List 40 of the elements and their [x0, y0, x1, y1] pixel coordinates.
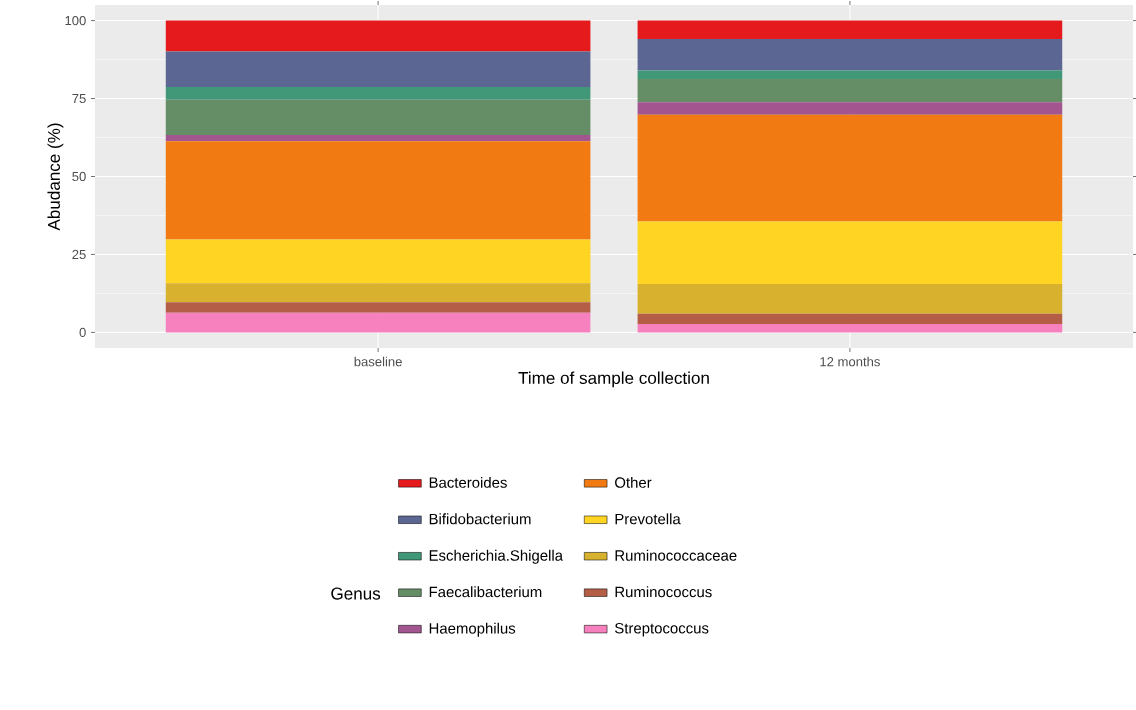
y-axis-title: Abudance (%) [47, 123, 64, 231]
bar [637, 78, 1063, 103]
y-tick-label: 75 [72, 93, 86, 104]
legend-title: Genus [331, 587, 381, 600]
bar [165, 141, 591, 240]
bar [165, 87, 591, 100]
legend-label: Ruminococcaceae [615, 549, 737, 561]
legend-label: Escherichia.Shigella [429, 549, 563, 564]
legend-label: Bifidobacterium [429, 513, 531, 525]
x-axis-title: Time of sample collection [518, 371, 709, 388]
legend-label: Streptococcus [614, 622, 709, 637]
legend-label: Other [615, 476, 652, 488]
bar [165, 312, 591, 333]
bar [165, 20, 591, 52]
bar [165, 302, 591, 313]
legend-label: Prevotella [615, 513, 681, 525]
y-tick-label: 25 [72, 249, 86, 260]
legend-label: Faecalibacterium [429, 586, 542, 598]
legend-label: Ruminococcus [615, 586, 712, 598]
y-tick-label: 0 [79, 327, 86, 338]
bar [637, 323, 1063, 333]
bar [165, 283, 591, 303]
bar [165, 51, 591, 87]
bar [165, 135, 591, 142]
legend-label: Haemophilus [429, 622, 516, 637]
x-tick-label: 12 months [820, 356, 880, 367]
y-tick-label: 100 [65, 15, 86, 26]
y-tick-label: 50 [72, 171, 86, 182]
bar [637, 38, 1063, 71]
x-tick-label: baseline [354, 356, 402, 367]
bar [165, 99, 591, 136]
bar [637, 221, 1063, 285]
legend-label: Bacteroides [429, 476, 507, 488]
bar [637, 102, 1063, 115]
bar [637, 20, 1063, 39]
bar [637, 70, 1063, 79]
bar [165, 239, 591, 284]
bar [637, 114, 1063, 222]
bar [637, 284, 1063, 314]
bar [637, 313, 1063, 324]
